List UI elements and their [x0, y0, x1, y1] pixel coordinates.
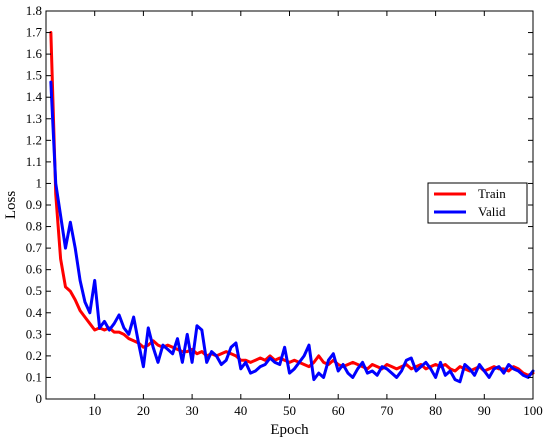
x-tick-label: 40	[234, 403, 247, 418]
y-tick-label: 1.6	[26, 46, 43, 61]
x-tick-label: 20	[137, 403, 150, 418]
legend-label-valid: Valid	[478, 204, 506, 219]
y-tick-label: 1.4	[26, 89, 43, 104]
x-tick-label: 60	[332, 403, 345, 418]
x-tick-label: 50	[283, 403, 296, 418]
x-tick-label: 100	[523, 403, 543, 418]
y-tick-label: 0.3	[26, 326, 42, 341]
y-tick-label: 0.7	[26, 240, 43, 255]
y-tick-label: 1.1	[26, 154, 42, 169]
x-tick-label: 70	[380, 403, 393, 418]
y-axis-label: Loss	[3, 191, 19, 220]
series-line-valid	[49, 80, 535, 384]
y-tick-label: 0.1	[26, 369, 42, 384]
y-tick-label: 1.3	[26, 111, 42, 126]
y-tick-label: 0.4	[26, 305, 43, 320]
y-tick-label: 0	[36, 391, 43, 406]
x-tick-label: 90	[478, 403, 491, 418]
y-tick-label: 1.2	[26, 132, 42, 147]
y-tick-label: 0.6	[26, 262, 43, 277]
x-tick-label: 30	[186, 403, 199, 418]
legend: Train Valid	[427, 182, 528, 224]
legend-box	[427, 182, 528, 224]
y-tick-label: 1.7	[26, 25, 43, 40]
axes	[45, 10, 534, 400]
y-tick-label: 1	[36, 175, 43, 190]
x-tick-label: 10	[88, 403, 101, 418]
y-tick-label: 0.8	[26, 219, 42, 234]
legend-label-train: Train	[478, 186, 506, 201]
tick-labels: 10 20 30 40 50 60 70 80 90 100 0 0.1 0.2 0.3 0.4 0.5 0.6…	[26, 3, 543, 418]
y-tick-label: 0.9	[26, 197, 42, 212]
y-tick-label: 0.5	[26, 283, 42, 298]
x-tick-label: 80	[429, 403, 442, 418]
series-line-train	[49, 31, 535, 377]
series-lines	[49, 31, 535, 384]
y-tick-label: 0.2	[26, 348, 42, 363]
y-tick-label: 1.8	[26, 3, 42, 18]
x-axis-label: Epoch	[270, 422, 309, 438]
y-tick-label: 1.5	[26, 68, 42, 83]
